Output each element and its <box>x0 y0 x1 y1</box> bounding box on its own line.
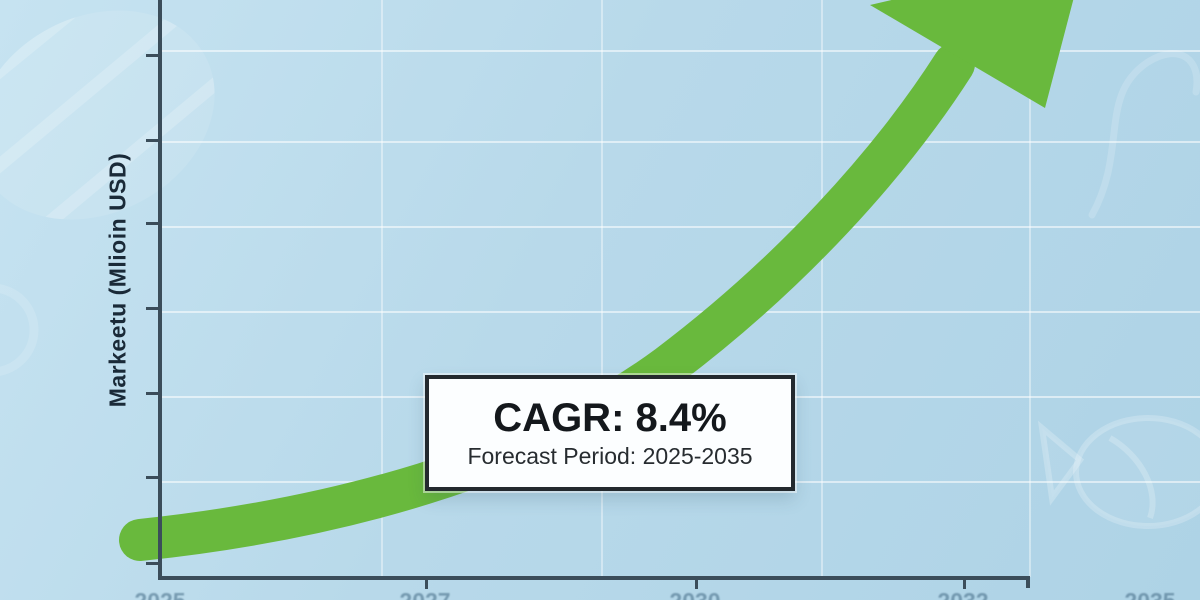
y-axis-line <box>158 0 162 580</box>
y-axis-title: Markeetu (Mlioin USD) <box>104 152 131 408</box>
y-axis-tick <box>146 476 159 479</box>
gridline-vertical <box>601 0 603 577</box>
x-tick-label: 2027 <box>399 588 450 600</box>
arrowhead <box>870 0 1074 108</box>
y-axis-tick <box>146 139 159 142</box>
arc-decoration-left <box>0 284 39 376</box>
cagr-value: CAGR: 8.4% <box>493 396 727 440</box>
gridline-horizontal <box>160 311 1200 313</box>
growth-curve <box>119 43 975 561</box>
y-axis-tick <box>146 54 159 57</box>
x-tick-label: 2035 <box>1124 588 1175 600</box>
y-axis-tick <box>146 392 159 395</box>
swirl-decoration-top-right <box>1088 50 1200 219</box>
y-axis-tick <box>146 562 159 565</box>
gridline-horizontal <box>160 226 1200 228</box>
gridline-horizontal <box>160 141 1200 143</box>
x-tick-label: 2032 <box>937 588 988 600</box>
x-tick-label: 2025 <box>134 588 185 600</box>
gridline-vertical <box>1029 0 1031 577</box>
y-axis-tick <box>146 222 159 225</box>
cagr-annotation-box: CAGR: 8.4% Forecast Period: 2025-2035 <box>425 375 795 491</box>
candy-decoration-bottom-right <box>1037 415 1200 529</box>
y-axis-tick <box>146 307 159 310</box>
x-axis-tick <box>695 578 698 589</box>
x-axis-tick <box>425 578 428 589</box>
forecast-period: Forecast Period: 2025-2035 <box>467 443 753 469</box>
gridline-vertical <box>821 0 823 577</box>
gridline-vertical <box>381 0 383 577</box>
x-tick-label: 2030 <box>669 588 720 600</box>
gridline-horizontal <box>160 50 1200 52</box>
x-axis-line <box>158 576 1030 580</box>
x-axis-tick <box>963 578 966 589</box>
x-axis-end-tick <box>1026 576 1030 588</box>
